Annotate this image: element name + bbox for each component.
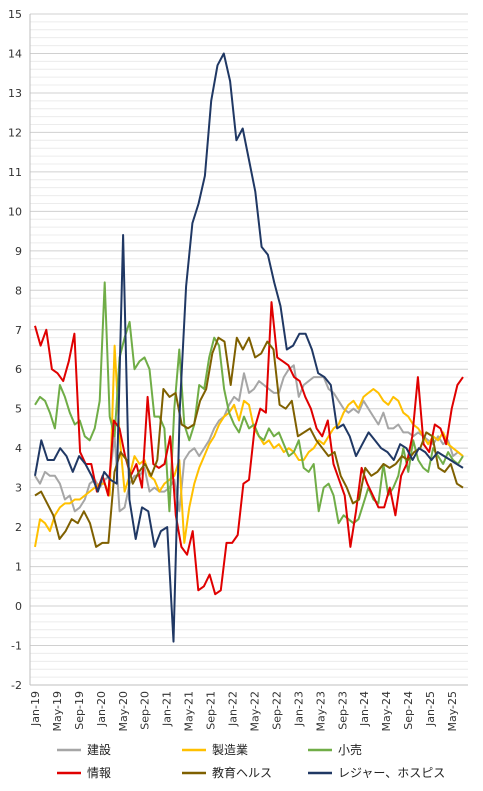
y-tick-label: 10	[8, 205, 22, 218]
x-tick-label: May-19	[51, 691, 64, 732]
x-tick-label: Sep-20	[139, 691, 152, 730]
y-tick-label: 0	[15, 600, 22, 613]
x-axis-tick-labels: Jan-19 May-19 Sep-19 Jan-20 May-20 Sep-20 Jan-…	[29, 691, 459, 732]
series-line-5	[34, 336, 464, 548]
x-tick-label: May-22	[248, 691, 261, 732]
x-tick-label: Jan-23	[292, 691, 305, 727]
series-line-3	[34, 281, 464, 525]
legend-label: レジャー、ホスピス	[338, 766, 445, 780]
y-tick-label: 14	[8, 47, 22, 60]
series-lines	[34, 52, 464, 643]
y-tick-label: 15	[8, 8, 22, 21]
series-line-1	[34, 364, 464, 513]
series-line-6	[34, 52, 464, 643]
y-tick-label: 1	[15, 561, 22, 574]
y-tick-label: 3	[15, 482, 22, 495]
x-tick-label: May-25	[446, 691, 459, 732]
x-tick-label: Jan-21	[161, 691, 174, 727]
legend-label: 建設	[87, 742, 111, 757]
legend-label: 情報	[87, 766, 111, 780]
y-tick-label: 12	[8, 126, 22, 139]
y-tick-label: -2	[11, 679, 22, 692]
y-tick-label: 8	[15, 284, 22, 297]
x-tick-label: Sep-24	[402, 691, 415, 730]
x-tick-label: Sep-21	[205, 691, 218, 730]
x-tick-label: May-20	[117, 691, 130, 732]
y-tick-label: 7	[15, 324, 22, 337]
x-tick-label: Jan-19	[29, 691, 42, 727]
x-tick-label: Jan-25	[424, 691, 437, 727]
legend-label: 小売	[338, 742, 362, 757]
x-tick-label: Jan-20	[95, 691, 108, 727]
x-tick-label: May-21	[183, 691, 196, 732]
x-tick-label: May-24	[380, 691, 393, 732]
x-tick-label: Sep-23	[336, 691, 349, 730]
x-tick-label: May-23	[314, 691, 327, 732]
y-tick-label: 4	[15, 442, 22, 455]
y-tick-label: 2	[15, 521, 22, 534]
legend-label: 教育ヘルス	[212, 765, 272, 780]
y-tick-label: 13	[8, 87, 22, 100]
y-tick-label: 5	[15, 403, 22, 416]
y-tick-label: 6	[15, 363, 22, 376]
legend-label: 製造業	[212, 743, 248, 757]
x-tick-label: Sep-22	[270, 691, 283, 730]
y-tick-label: 9	[15, 245, 22, 258]
y-tick-label: -1	[11, 640, 22, 653]
x-tick-label: Sep-19	[73, 691, 86, 730]
x-tick-label: Jan-24	[358, 691, 371, 727]
y-tick-label: 11	[8, 166, 22, 179]
x-tick-label: Jan-22	[227, 691, 240, 727]
series-line-4	[34, 301, 464, 596]
